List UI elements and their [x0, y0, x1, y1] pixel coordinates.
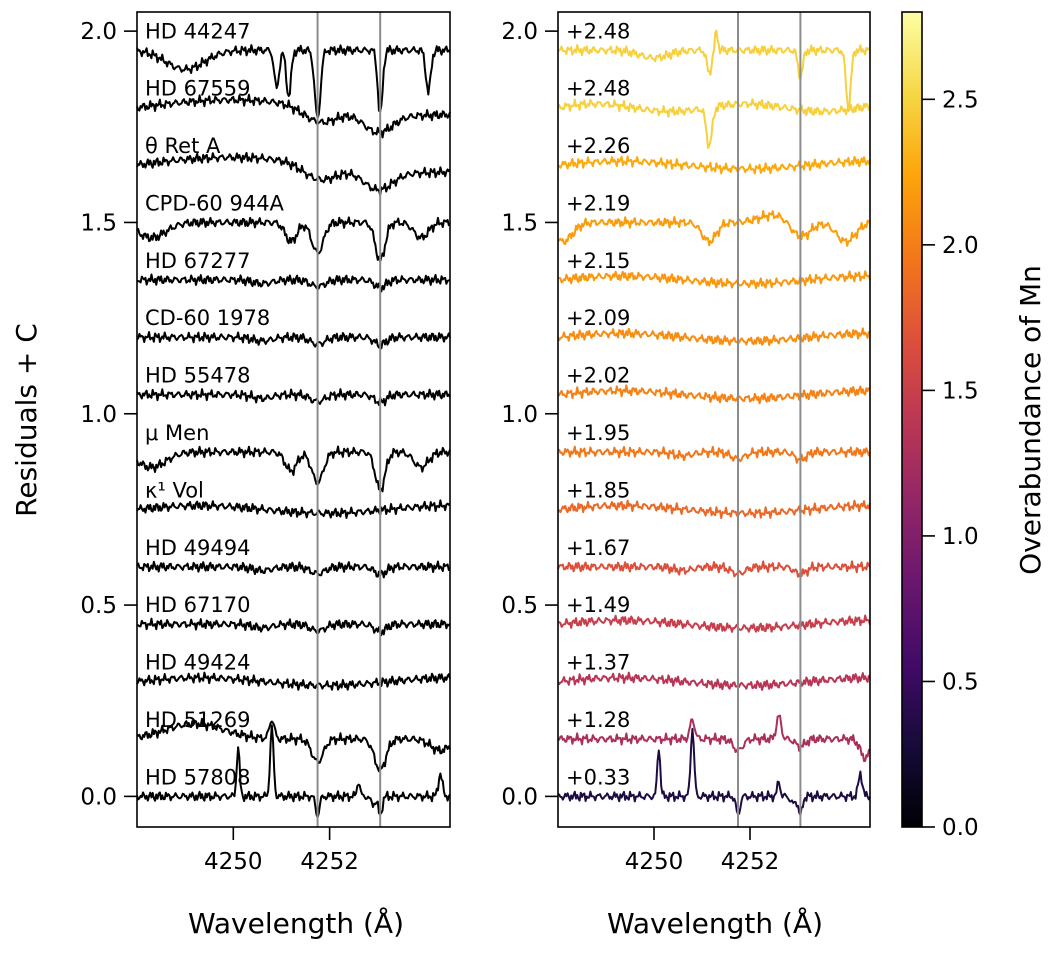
colorbar-tick-label: 2.5: [942, 87, 979, 113]
spectrum-line: [558, 211, 870, 246]
colorbar-gradient: [902, 12, 922, 827]
series-label: μ Men: [145, 421, 209, 445]
series-label: +1.49: [566, 593, 630, 617]
y-tick-label: 2.0: [80, 19, 117, 45]
spectrum-line: [137, 500, 450, 518]
spectrum-line: [137, 619, 450, 635]
y-tick-label: 0.5: [80, 593, 117, 619]
right-x-axis-label: Wavelength (Å): [607, 906, 823, 940]
y-axis-label: Residuals + C: [10, 323, 43, 517]
series-label: +2.26: [566, 134, 630, 158]
series-label: θ Ret A: [145, 134, 221, 158]
colorbar: 0.0 0.5 1.0 1.5 2.0 2.5 Overabundance of Mn: [902, 12, 1047, 841]
spectrum-line: [137, 153, 450, 195]
y-tick-label: 1.0: [80, 402, 117, 428]
colorbar-label: Overabundance of Mn: [1014, 265, 1047, 575]
series-label: +1.85: [566, 478, 630, 502]
series-label: +1.37: [566, 651, 630, 675]
series-label: HD 57808: [145, 765, 250, 789]
series-label: +1.67: [566, 536, 630, 560]
right-y-ticks: 0.0 0.5 1.0 1.5 2.0: [501, 19, 558, 810]
spectrum-line: [137, 389, 450, 405]
figure: HD 44247 HD 67559 θ Ret A CPD-60 944A HD 672…: [0, 0, 1062, 956]
colorbar-tick-label: 0.5: [942, 669, 979, 695]
x-tick-label: 4252: [300, 849, 359, 875]
figure-svg: HD 44247 HD 67559 θ Ret A CPD-60 944A HD 672…: [0, 0, 1062, 956]
spectrum-line: [558, 615, 870, 631]
series-label: +2.19: [566, 191, 630, 215]
y-tick-label: 1.5: [80, 210, 117, 236]
left-panel: HD 44247 HD 67559 θ Ret A CPD-60 944A HD 672…: [10, 12, 450, 940]
spectrum-line: [137, 95, 450, 138]
x-tick-label: 4250: [204, 849, 263, 875]
series-label: CD-60 1978: [145, 306, 270, 330]
spectrum-line: [558, 501, 870, 518]
y-tick-label: 1.5: [501, 210, 538, 236]
series-label: +0.33: [566, 765, 630, 789]
spectrum-line: [137, 275, 450, 292]
spectrum-line: [558, 673, 870, 690]
series-label: CPD-60 944A: [145, 191, 285, 215]
colorbar-tick-label: 1.0: [942, 524, 979, 550]
spectrum-line: [137, 673, 450, 690]
series-label: HD 51269: [145, 708, 250, 732]
spectrum-line: [558, 447, 870, 463]
spectrum-line: [137, 562, 450, 578]
left-y-ticks: 0.0 0.5 1.0 1.5 2.0: [80, 19, 137, 810]
colorbar-tick-label: 0.0: [942, 815, 979, 841]
right-mn-labels: +2.48 +2.48 +2.26 +2.19 +2.15 +2.09 +2.02 +1.95…: [566, 19, 630, 789]
left-x-axis-label: Wavelength (Å): [188, 906, 404, 940]
series-label: +1.28: [566, 708, 630, 732]
series-label: κ¹ Vol: [145, 478, 204, 502]
series-label: +2.48: [566, 19, 630, 43]
series-label: HD 49424: [145, 651, 250, 675]
colorbar-tick-label: 2.0: [942, 233, 979, 259]
x-tick-label: 4250: [625, 849, 684, 875]
right-x-ticks: 4250 4252: [625, 827, 780, 875]
series-label: +2.48: [566, 77, 630, 101]
series-label: HD 49494: [145, 536, 250, 560]
right-panel: +2.48 +2.48 +2.26 +2.19 +2.15 +2.09 +2.02 +1.95…: [501, 12, 870, 940]
y-tick-label: 1.0: [501, 402, 538, 428]
right-reference-lines: [738, 12, 800, 827]
series-label: HD 67559: [145, 77, 250, 101]
series-label: HD 55478: [145, 364, 250, 388]
spectrum-line: [137, 332, 450, 348]
y-tick-label: 0.0: [501, 784, 538, 810]
left-x-ticks: 4250 4252: [204, 827, 359, 875]
series-label: HD 67170: [145, 593, 250, 617]
colorbar-ticks: 0.0 0.5 1.0 1.5 2.0 2.5: [922, 87, 979, 841]
colorbar-tick-label: 1.5: [942, 378, 979, 404]
spectrum-line: [558, 156, 870, 173]
y-tick-label: 2.0: [501, 19, 538, 45]
series-label: +2.15: [566, 249, 630, 273]
left-star-labels: HD 44247 HD 67559 θ Ret A CPD-60 944A HD 672…: [145, 19, 285, 789]
series-label: HD 67277: [145, 249, 250, 273]
series-label: +2.09: [566, 306, 630, 330]
spectrum-line: [558, 385, 870, 403]
series-label: +2.02: [566, 364, 630, 388]
left-reference-lines: [318, 12, 381, 827]
y-tick-label: 0.0: [80, 784, 117, 810]
spectrum-line: [558, 271, 870, 288]
series-label: +1.95: [566, 421, 630, 445]
spectrum-line: [558, 561, 870, 577]
series-label: HD 44247: [145, 19, 250, 43]
y-tick-label: 0.5: [501, 593, 538, 619]
x-tick-label: 4252: [721, 849, 780, 875]
spectrum-line: [558, 328, 870, 345]
